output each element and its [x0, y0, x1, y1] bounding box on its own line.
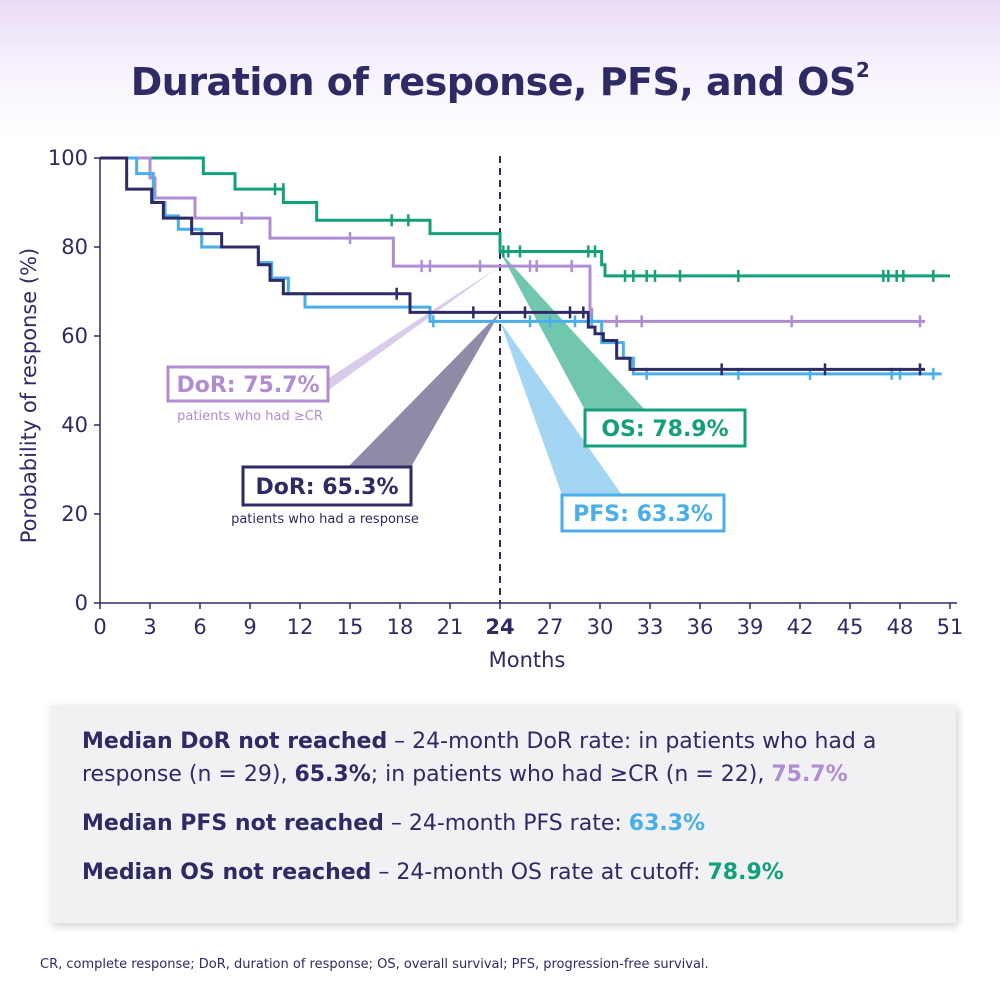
summary-pfs-value: 63.3% — [628, 811, 706, 836]
x-tick-label: 3 — [143, 615, 156, 639]
callout-wedge — [500, 321, 622, 495]
series-line — [100, 156, 925, 323]
annotation-label: DoR: 75.7% — [176, 373, 319, 398]
callout-wedge — [348, 312, 500, 467]
callout-wedge — [500, 251, 645, 410]
x-tick-label: 21 — [437, 615, 464, 639]
x-tick-label: 12 — [287, 615, 314, 639]
x-tick-label: 39 — [737, 615, 764, 639]
y-axis-label: Porobability of response (%) — [17, 248, 41, 543]
summary-box: Median DoR not reached – 24-month DoR ra… — [50, 705, 956, 923]
annotation-box — [166, 365, 330, 403]
summary-dor-mid: ; in patients who had ≥CR (n = 22), — [370, 762, 772, 787]
x-tick-label: 0 — [93, 615, 106, 639]
series-line — [100, 156, 950, 278]
annotation-box — [583, 408, 747, 448]
x-tick-label: 18 — [387, 615, 414, 639]
summary-os-bold: Median OS not reached — [82, 860, 372, 885]
annotation-label: DoR: 65.3% — [255, 475, 398, 500]
summary-pfs: Median PFS not reached – 24-month PFS ra… — [82, 807, 926, 840]
annotation-sublabel: patients who had ≥CR — [177, 409, 323, 424]
chart-title: Duration of response, PFS, and OS2 — [130, 58, 870, 104]
annotation-label: OS: 78.9% — [601, 417, 728, 442]
summary-dor-value-cr: 75.7% — [771, 762, 848, 787]
x-tick-label: 42 — [787, 615, 814, 639]
annotation-box — [560, 493, 726, 533]
annotation-box — [241, 465, 413, 507]
y-tick-label: 60 — [61, 324, 88, 348]
summary-os: Median OS not reached – 24-month OS rate… — [82, 856, 926, 889]
x-tick-label: 30 — [587, 615, 614, 639]
x-tick-label: 33 — [637, 615, 664, 639]
summary-dor-value-response: 65.3% — [294, 762, 371, 787]
annotation-label: PFS: 63.3% — [573, 502, 713, 527]
summary-dor-bold: Median DoR not reached — [82, 729, 388, 754]
summary-pfs-text: – 24-month PFS rate: — [383, 811, 629, 836]
y-tick-label: 0 — [75, 591, 88, 615]
summary-dor: Median DoR not reached – 24-month DoR ra… — [82, 725, 926, 791]
x-tick-label: 45 — [837, 615, 864, 639]
x-tick-label: 48 — [887, 615, 914, 639]
series-dor-patients-who-had-a-response- — [100, 156, 925, 376]
y-tick-label: 100 — [48, 146, 88, 170]
x-tick-label: 6 — [193, 615, 206, 639]
series-os — [100, 156, 950, 282]
x-axis-label: Months — [489, 648, 566, 672]
series-dor-patients-who-had-cr- — [100, 156, 925, 328]
callout-wedge — [326, 266, 500, 392]
y-tick-label: 40 — [61, 413, 88, 437]
x-tick-label: 51 — [937, 615, 964, 639]
title-superscript: 2 — [855, 58, 870, 82]
annotation-sublabel: patients who had a response — [231, 512, 419, 527]
x-tick-label: 15 — [337, 615, 364, 639]
x-tick-label: 27 — [537, 615, 564, 639]
y-tick-label: 80 — [61, 235, 88, 259]
summary-dor-text: – 24-month DoR rate: in patients who had… — [82, 729, 877, 787]
summary-os-value: 78.9% — [707, 860, 784, 885]
series-pfs — [100, 156, 942, 380]
x-tick-label: 36 — [687, 615, 714, 639]
x-tick-label: 24 — [485, 615, 514, 639]
km-chart: 0 3 6 9 12 15 18 21 24 27 30 33 36 39 42 45 48 5102040608… — [17, 146, 964, 672]
summary-pfs-bold: Median PFS not reached — [82, 811, 384, 836]
series-line — [100, 156, 925, 371]
x-tick-label: 9 — [243, 615, 256, 639]
y-tick-label: 20 — [61, 502, 88, 526]
summary-os-text: – 24-month OS rate at cutoff: — [371, 860, 708, 885]
footnote: CR, complete response; DoR, duration of … — [40, 957, 709, 972]
